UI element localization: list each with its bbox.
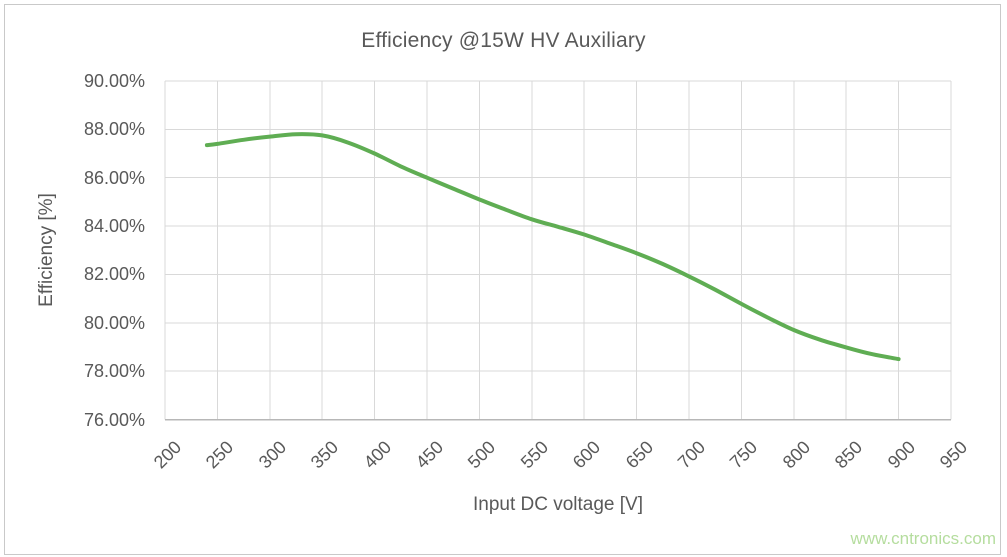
y-tick-label: 80.00% (83, 312, 145, 333)
y-tick-label: 76.00% (83, 409, 145, 430)
y-tick-label: 88.00% (83, 119, 145, 140)
y-tick-label: 86.00% (83, 167, 145, 188)
y-tick-label: 82.00% (83, 264, 145, 285)
x-axis-title: Input DC voltage [V] (472, 494, 644, 515)
y-tick-label: 78.00% (83, 361, 145, 382)
y-axis-title: Efficiency [%] (36, 193, 57, 307)
chart-title: Efficiency @15W HV Auxiliary (361, 29, 646, 52)
y-tick-label: 90.00% (83, 71, 145, 91)
y-tick-label: 84.00% (83, 216, 145, 237)
gridlines (164, 80, 952, 421)
watermark-text: www.cntronics.com (850, 529, 996, 548)
efficiency-line-series (204, 132, 901, 362)
